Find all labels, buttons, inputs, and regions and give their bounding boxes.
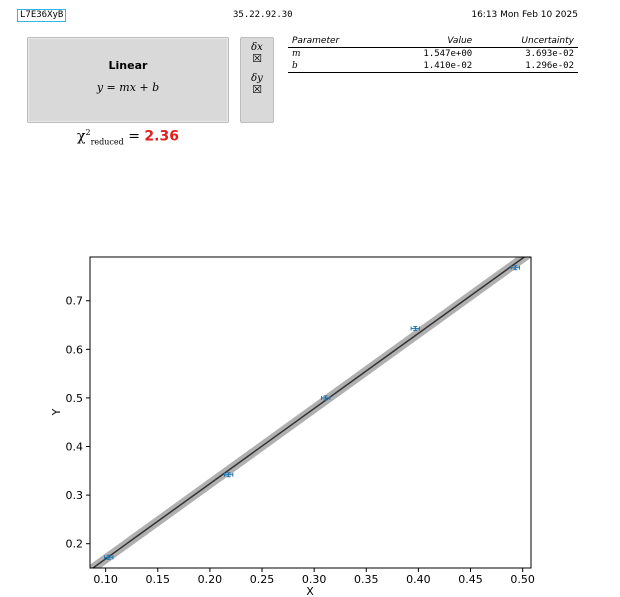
y-tick-label: 0.7 xyxy=(66,295,84,308)
chi-value: 2.36 xyxy=(144,128,179,145)
x-tick-label: 0.30 xyxy=(302,573,327,586)
model-panel[interactable]: Linear y = mx + b xyxy=(27,37,229,123)
dx-checkbox[interactable]: ☒ xyxy=(252,52,262,65)
dy-checkbox[interactable]: ☒ xyxy=(252,83,262,96)
x-axis-label: X xyxy=(306,585,314,597)
param-uncertainty: 1.296e-02 xyxy=(476,60,578,73)
param-name: b xyxy=(288,60,381,73)
chi-symbol: χ xyxy=(77,128,86,145)
x-tick-label: 0.10 xyxy=(93,573,118,586)
x-tick-label: 0.40 xyxy=(406,573,431,586)
param-uncertainty: 3.693e-02 xyxy=(525,49,574,59)
ip-address: 35.22.92.30 xyxy=(233,10,293,20)
fit-line xyxy=(91,257,526,568)
col-value: Value xyxy=(380,35,477,48)
data-point xyxy=(414,327,417,330)
x-tick-label: 0.20 xyxy=(198,573,223,586)
model-equation: y = mx + b xyxy=(96,81,160,94)
reduced-chi-squared: χ2reduced = 2.36 xyxy=(77,128,179,147)
data-point xyxy=(514,266,517,269)
x-tick-label: 0.50 xyxy=(510,573,535,586)
data-point xyxy=(227,473,230,476)
x-tick-label: 0.15 xyxy=(146,573,171,586)
timestamp: 16:13 Mon Feb 10 2025 xyxy=(471,10,578,20)
col-uncertainty: Uncertainty xyxy=(476,35,578,48)
dy-label: δy xyxy=(251,73,263,84)
plot-frame xyxy=(89,256,532,569)
param-name: m xyxy=(292,49,301,59)
parameter-table: Parameter Value Uncertainty m 1.547e+00 … xyxy=(288,35,578,73)
plot-area xyxy=(90,257,531,568)
y-axis-label: Y xyxy=(50,408,63,416)
chi-sub: reduced xyxy=(90,137,124,147)
y-tick-label: 0.6 xyxy=(66,343,84,356)
y-tick-label: 0.4 xyxy=(66,441,84,454)
table-header-row: Parameter Value Uncertainty xyxy=(288,35,578,48)
param-value: 1.547e+00 xyxy=(423,49,473,59)
run-id-badge[interactable]: L7E36XyB xyxy=(17,9,67,22)
chi-sup: 2 xyxy=(85,128,91,137)
y-tick-label: 0.2 xyxy=(66,538,84,551)
col-parameter: Parameter xyxy=(288,35,381,48)
y-tick-label: 0.5 xyxy=(66,392,84,405)
data-point xyxy=(324,396,327,399)
data-point xyxy=(107,556,110,559)
model-name: Linear xyxy=(108,59,148,72)
table-row: m 1.547e+00 3.693e-02 xyxy=(288,48,578,61)
header-bar: L7E36XyB 35.22.92.30 16:13 Mon Feb 10 20… xyxy=(0,9,620,23)
table-row: b 1.410e-02 1.296e-02 xyxy=(288,60,578,73)
param-value: 1.410e-02 xyxy=(380,60,477,73)
x-tick-label: 0.25 xyxy=(250,573,275,586)
error-options-panel: δx ☒ δy ☒ xyxy=(240,37,274,123)
x-tick-label: 0.45 xyxy=(458,573,483,586)
dx-label: δx xyxy=(251,42,263,53)
y-tick-label: 0.3 xyxy=(66,489,84,502)
x-tick-label: 0.35 xyxy=(354,573,379,586)
